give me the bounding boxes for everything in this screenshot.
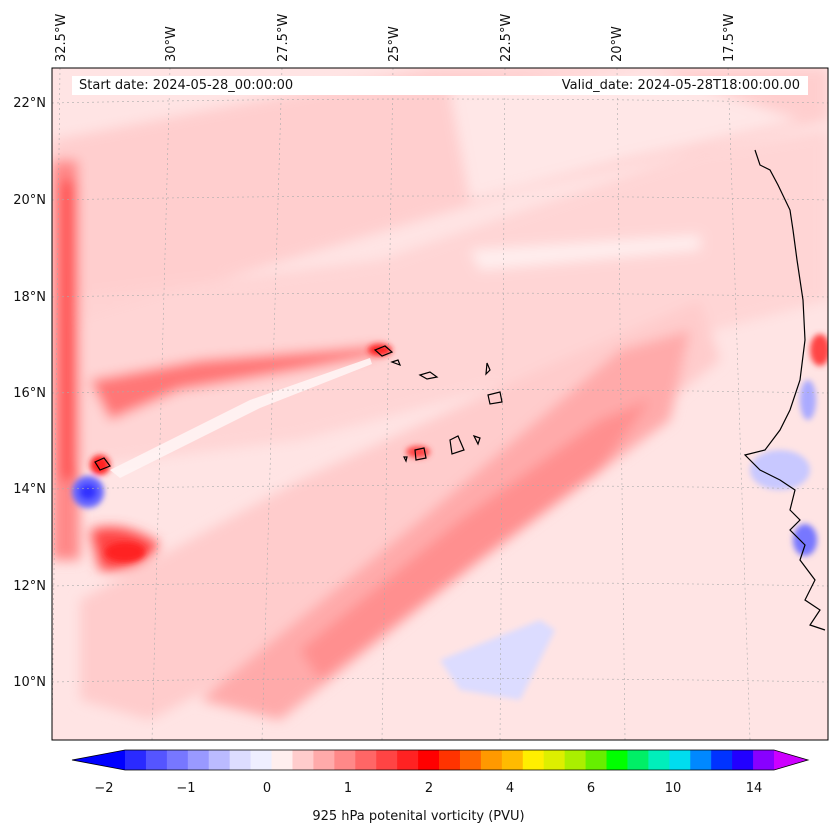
colorbar-cell: [166, 750, 189, 770]
lon-label: 30°W: [164, 26, 179, 62]
colorbar-tick: 1: [343, 781, 353, 796]
lon-label: 20°W: [610, 26, 625, 62]
colorbar-tick: 6: [586, 781, 596, 796]
colorbar-cell: [334, 750, 356, 770]
colorbar-extend-low: [72, 750, 125, 770]
colorbar-cell: [669, 750, 691, 770]
lon-label: 22.5°W: [499, 13, 514, 62]
colorbar-tick: −1: [176, 781, 196, 796]
lon-label: 32.5°W: [54, 13, 69, 62]
colorbar-tick: 2: [424, 781, 434, 796]
colorbar-tick: 14: [745, 781, 763, 796]
colorbar-cell: [480, 750, 503, 770]
map-frame: [51, 67, 829, 741]
lat-label: 16°N: [13, 386, 46, 401]
colorbar-cell: [585, 750, 608, 770]
lat-label: 18°N: [13, 290, 46, 305]
lon-label: 25°W: [387, 26, 402, 62]
colorbar-cell: [229, 750, 252, 770]
graticule: [52, 68, 828, 740]
lat-label: 14°N: [13, 482, 46, 497]
colorbar-extend-high: [774, 750, 808, 770]
lat-label: 22°N: [13, 96, 46, 111]
colorbar-cell: [250, 750, 273, 770]
colorbar-tick: 10: [664, 781, 682, 796]
start-date-label: Start date: 2024-05-28_00:00:00: [79, 78, 294, 93]
colorbar-cell: [606, 750, 629, 770]
colorbar-cell: [543, 750, 566, 770]
colorbar-cell: [627, 750, 649, 770]
colorbar-cell: [501, 750, 524, 770]
lat-label: 10°N: [13, 675, 46, 690]
coastline: [94, 149, 826, 631]
colorbar-cell: [753, 750, 775, 770]
colorbar-tick: −2: [94, 781, 114, 796]
lat-label: 20°N: [13, 193, 46, 208]
date-header-box: [72, 76, 808, 95]
colorbar-cell: [439, 750, 461, 770]
colorbar-cell: [418, 750, 440, 770]
lon-label: 27.5°W: [276, 13, 291, 62]
colorbar-cell: [208, 750, 231, 770]
colorbar-cell: [690, 750, 712, 770]
colorbar-label: 925 hPa potenital vorticity (PVU): [312, 809, 525, 824]
colorbar-cell: [732, 750, 754, 770]
lon-label: 17.5°W: [722, 13, 737, 62]
colorbar-cell: [564, 750, 587, 770]
colorbar-tick: 4: [505, 781, 515, 796]
lat-label: 12°N: [13, 579, 46, 594]
valid-date-label: Valid_date: 2024-05-28T18:00:00.00: [561, 78, 800, 93]
colorbar-cell: [459, 750, 482, 770]
colorbar-cell: [145, 750, 168, 770]
colorbar-cell: [648, 750, 670, 770]
colorbar-cell: [711, 750, 733, 770]
colorbar-cell: [271, 750, 294, 770]
colorbar-cell: [125, 750, 147, 770]
pv-field: [52, 68, 828, 740]
colorbar-cell: [355, 750, 377, 770]
colorbar-cell: [292, 750, 315, 770]
colorbar-cell: [313, 750, 335, 770]
colorbar-cell: [376, 750, 398, 770]
colorbar-cell: [522, 750, 545, 770]
colorbar-cell: [397, 750, 419, 770]
colorbar-tick: 0: [262, 781, 272, 796]
colorbar: [71, 749, 810, 771]
colorbar-cell: [187, 750, 210, 770]
